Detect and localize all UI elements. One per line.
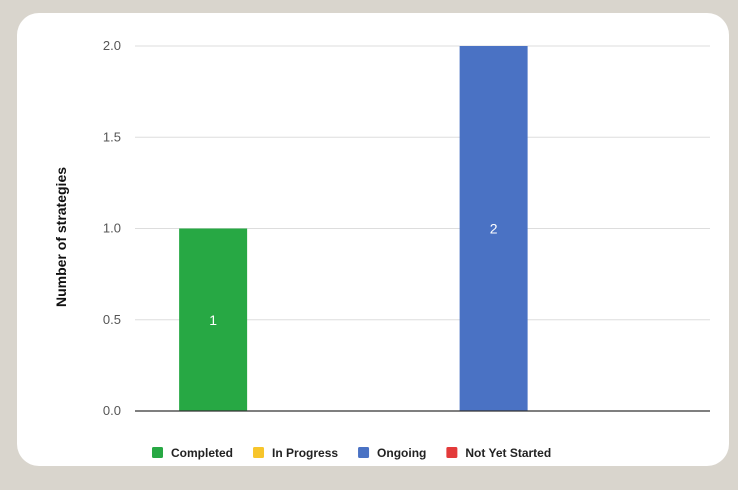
legend-swatch — [152, 447, 163, 458]
legend-swatch — [446, 447, 458, 458]
bar-data-label: 2 — [490, 221, 498, 237]
y-tick-label: 0.0 — [103, 403, 121, 418]
y-tick-label: 2.0 — [103, 38, 121, 53]
y-tick-label: 0.5 — [103, 312, 121, 327]
bar-completed — [179, 228, 248, 411]
y-tick-label: 1.5 — [103, 129, 121, 144]
legend-label: Ongoing — [377, 446, 426, 460]
legend-label: In Progress — [272, 446, 338, 460]
axes: 0.0 0.5 1.0 1.5 2.0 — [103, 38, 710, 418]
bar-data-label: 1 — [209, 312, 217, 328]
legend-label: Not Yet Started — [465, 446, 551, 460]
bar-chart: 12 0.00.51.01.52.0 Number of strategies … — [53, 38, 710, 460]
legend-swatch — [253, 447, 265, 458]
legend-swatch — [358, 447, 370, 458]
bar-ongoing — [459, 46, 528, 411]
bars: 12 — [179, 46, 528, 411]
y-tick-label: 1.0 — [103, 221, 121, 236]
legend-label: Completed — [171, 446, 233, 460]
y-axis-label: Number of strategies — [53, 167, 69, 307]
legend: Completed In Progress Ongoing Not Yet Start… — [152, 446, 551, 460]
